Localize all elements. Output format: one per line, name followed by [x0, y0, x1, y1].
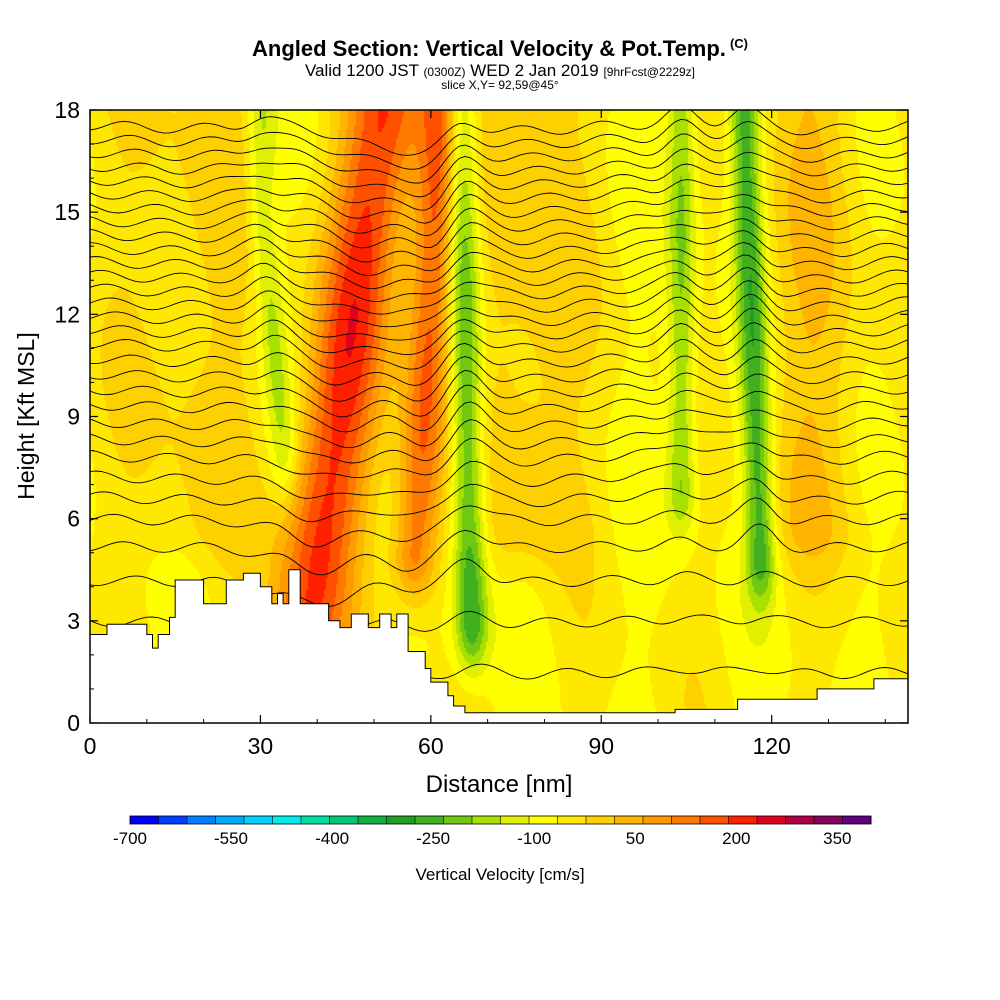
x-axis-label: Distance [nm]	[426, 771, 573, 798]
isentrope-line	[90, 401, 908, 449]
colorbar-tick-label: -100	[517, 829, 551, 848]
isentrope-line	[90, 230, 908, 277]
colorbar-tick-label: 200	[722, 829, 750, 848]
colorbar-swatch	[472, 816, 501, 824]
isentrope-line	[90, 118, 908, 170]
colorbar-tick-label: -400	[315, 829, 349, 848]
y-tick-label: 3	[67, 608, 80, 634]
isentrope-line	[90, 419, 908, 464]
colorbar-swatch	[443, 816, 473, 824]
x-tick-label: 120	[752, 733, 790, 759]
colorbar-swatch	[643, 816, 672, 824]
x-tick-label: 90	[588, 733, 614, 759]
colorbar-tick-label: 50	[626, 829, 645, 848]
colorbar-swatch	[842, 816, 872, 824]
colorbar-swatch	[301, 816, 330, 824]
isentrope-line	[90, 460, 908, 499]
y-tick-label: 18	[54, 97, 80, 123]
isentrope-line	[90, 355, 908, 402]
isentrope-line	[90, 523, 908, 576]
terrain-profile	[89, 569, 909, 724]
colorbar-swatch	[329, 816, 359, 824]
colorbar-swatch	[500, 816, 530, 824]
isentrope-line	[90, 179, 908, 224]
colorbar-swatch	[130, 816, 159, 824]
colorbar-swatch	[187, 816, 216, 824]
colorbar-swatch	[785, 816, 815, 824]
valid-time: Valid 1200 JST (0300Z) WED 2 Jan 2019 [9…	[304, 61, 696, 80]
isentrope-line	[90, 193, 908, 237]
y-tick-label: 6	[67, 506, 80, 532]
slice-info: slice X,Y= 92,59@45°	[441, 78, 559, 92]
colorbar-swatch	[586, 816, 615, 824]
isentrope-line	[90, 206, 908, 249]
isentrope-line	[90, 242, 908, 290]
isentrope-line	[90, 254, 908, 303]
colorbar-swatch	[244, 816, 273, 824]
colorbar-tick-label: 350	[823, 829, 851, 848]
isentrope-line	[90, 163, 908, 211]
colorbar-swatch	[728, 816, 758, 824]
isentrope-line	[90, 267, 908, 315]
colorbar-swatch	[671, 816, 701, 824]
colorbar-swatch	[358, 816, 387, 824]
isentrope-line	[90, 497, 908, 548]
colorbar-swatch	[557, 816, 587, 824]
isentrope-line	[90, 280, 908, 328]
colorbar-tick-label: -700	[113, 829, 147, 848]
y-tick-label: 9	[67, 404, 80, 430]
chart-title: Angled Section: Vertical Velocity & Pot.…	[252, 36, 748, 61]
colorbar-swatch	[158, 816, 188, 824]
isentrope-line	[90, 148, 908, 198]
y-tick-label: 12	[54, 301, 80, 327]
colorbar-tick-label: -250	[416, 829, 450, 848]
x-tick-label: 60	[418, 733, 444, 759]
isentrope-line	[90, 110, 908, 156]
isentrope-line	[90, 369, 908, 418]
isentrope-line	[90, 307, 908, 356]
isentrope-line	[90, 218, 908, 263]
colorbar-swatch	[272, 816, 302, 824]
isentrope-line	[90, 133, 908, 184]
colorbar-swatch	[386, 816, 416, 824]
colorbar: -700 -550 -400 -250 -100 50 200 350	[113, 815, 872, 848]
x-tick-label: 30	[248, 733, 274, 759]
isentrope-line	[90, 322, 908, 370]
isentrope-line	[90, 384, 908, 433]
colorbar-swatch	[415, 816, 444, 824]
pot-temp-contours	[90, 110, 908, 683]
y-tick-label: 15	[54, 199, 80, 225]
colorbar-swatch	[215, 816, 245, 824]
isentrope-line	[90, 437, 908, 479]
x-tick-label: 0	[84, 733, 97, 759]
colorbar-swatch	[814, 816, 843, 824]
y-axis-label: Height [Kft MSL]	[13, 332, 39, 499]
colorbar-label: Vertical Velocity [cm/s]	[415, 865, 584, 884]
y-tick-label: 0	[67, 710, 80, 736]
colorbar-swatch	[757, 816, 786, 824]
colorbar-swatch	[700, 816, 729, 824]
isentrope-line	[90, 338, 908, 386]
colorbar-tick-label: -550	[214, 829, 248, 848]
isentrope-line	[90, 293, 908, 341]
colorbar-swatch	[529, 816, 558, 824]
isentrope-line	[90, 478, 908, 523]
colorbar-swatch	[614, 816, 644, 824]
